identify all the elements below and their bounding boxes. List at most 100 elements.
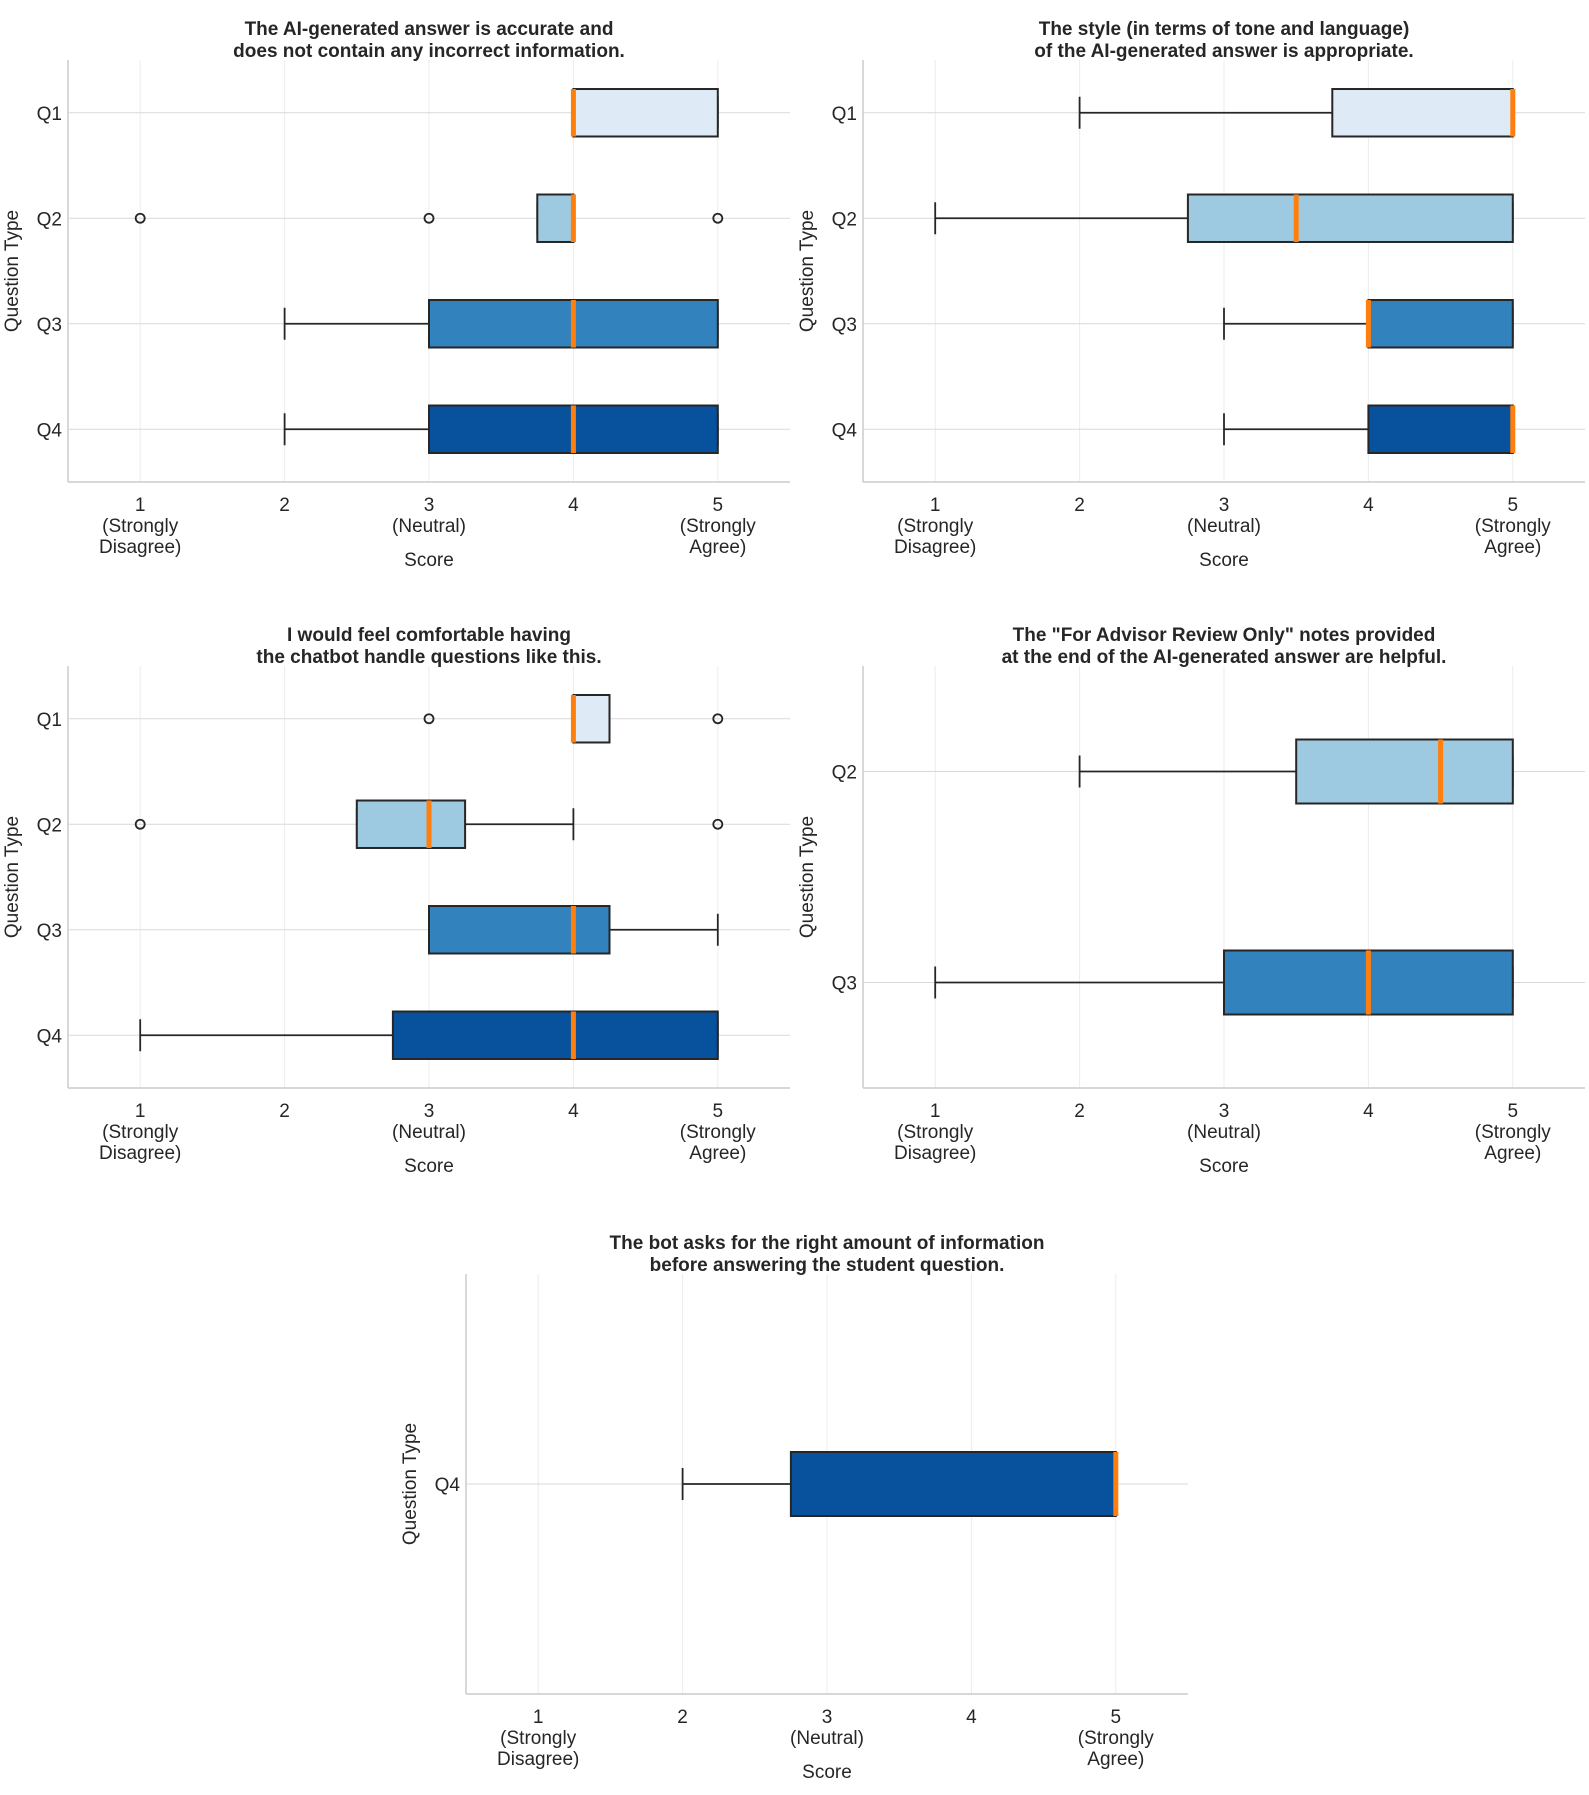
outlier-point: [134, 818, 146, 830]
box-body: [572, 694, 611, 744]
outlier-point: [712, 713, 724, 725]
x-tick-label-line: 2: [279, 1101, 290, 1122]
chart-panel-4: The "For Advisor Review Only" notes prov…: [797, 625, 1585, 1177]
chart-title-line: The AI-generated answer is accurate and: [245, 19, 614, 40]
x-tick-label-line: (Neutral): [392, 1122, 466, 1143]
x-tick-label: 4: [1363, 1101, 1374, 1122]
chart-panel-3: I would feel comfortable having the chatb…: [2, 625, 790, 1177]
x-tick-label-line: (Strongly: [897, 516, 974, 537]
y-tick-label: Q3: [37, 315, 62, 336]
x-tick-label-line: Agree): [689, 537, 746, 558]
x-tick-label-line: 4: [966, 1707, 977, 1728]
box-body: [1367, 404, 1514, 454]
x-tick-label-line: 2: [279, 495, 290, 516]
x-tick-label-line: Disagree): [894, 1143, 976, 1164]
y-tick-label: Q1: [37, 710, 62, 731]
x-tick-label: 4: [966, 1707, 977, 1728]
x-tick-label-line: 1: [930, 495, 941, 516]
x-tick-label-line: 4: [568, 495, 579, 516]
x-tick-label-line: 5: [1508, 495, 1519, 516]
x-tick-label-line: 1: [533, 1707, 544, 1728]
box-q3: [934, 949, 1514, 1016]
x-tick-label: 1 (Strongly Disagree): [99, 495, 181, 558]
y-tick-label: Q3: [832, 315, 857, 336]
chart-title-line: The style (in terms of tone and language…: [1039, 19, 1410, 40]
box-body: [1186, 193, 1514, 243]
box-body: [1331, 88, 1514, 138]
x-tick-label-line: Agree): [689, 1143, 746, 1164]
box-body: [1367, 299, 1514, 349]
box-body: [572, 88, 719, 138]
box-q1: [570, 88, 719, 138]
chart-title: The bot asks for the right amount of inf…: [610, 1233, 1045, 1276]
x-axis-label: Score: [404, 1156, 454, 1177]
x-tick-label: 3 (Neutral): [790, 1707, 864, 1749]
y-tick-label: Q2: [832, 209, 857, 230]
x-tick-label: 1 (Strongly Disagree): [99, 1101, 181, 1164]
chart-panel-5: The bot asks for the right amount of inf…: [400, 1233, 1188, 1783]
x-tick-label-line: 3: [1219, 1101, 1230, 1122]
y-axis-label: Question Type: [400, 1423, 421, 1545]
x-axis-label: Score: [404, 550, 454, 571]
x-tick-label-line: 3: [1219, 495, 1230, 516]
x-axis-label: Score: [1199, 550, 1249, 571]
x-tick-label-line: 5: [713, 1101, 724, 1122]
box-q2: [934, 193, 1514, 243]
y-tick-label: Q3: [832, 974, 857, 995]
x-tick-label-line: 1: [135, 495, 146, 516]
box-body: [789, 1451, 1117, 1517]
chart-title: The style (in terms of tone and language…: [1034, 19, 1413, 62]
outlier-point: [423, 713, 435, 725]
x-tick-label: 4: [568, 495, 579, 516]
x-tick-label: 1 (Strongly Disagree): [894, 1101, 976, 1164]
chart-title-line: at the end of the AI-generated answer ar…: [1002, 647, 1447, 668]
x-tick-label-line: (Strongly: [500, 1728, 577, 1749]
box-body: [428, 905, 611, 955]
x-tick-label-line: (Strongly: [102, 1122, 179, 1143]
x-tick-label-line: 4: [1363, 1101, 1374, 1122]
x-tick-label-line: (Strongly: [1475, 1122, 1552, 1143]
x-tick-label: 5 (Strongly Agree): [1475, 1101, 1552, 1164]
outlier-point: [712, 818, 724, 830]
x-tick-label: 2: [1074, 1101, 1085, 1122]
x-tick-label-line: 3: [424, 495, 435, 516]
box-q4: [283, 404, 719, 454]
x-tick-label: 2: [677, 1707, 688, 1728]
x-tick-label: 1 (Strongly Disagree): [894, 495, 976, 558]
box-q2: [1078, 738, 1514, 805]
box-q3: [1223, 299, 1514, 349]
x-tick-label: 2: [1074, 495, 1085, 516]
y-tick-label: Q2: [37, 815, 62, 836]
box-q1: [1078, 88, 1516, 138]
x-tick-label: 3 (Neutral): [1187, 495, 1261, 537]
chart-title-line: the chatbot handle questions like this.: [256, 647, 601, 668]
x-tick-label-line: (Neutral): [1187, 1122, 1261, 1143]
x-tick-label-line: (Neutral): [790, 1728, 864, 1749]
x-tick-label-line: 1: [135, 1101, 146, 1122]
chart-title-line: The "For Advisor Review Only" notes prov…: [1013, 625, 1436, 646]
x-tick-label-line: (Strongly: [897, 1122, 974, 1143]
x-tick-label: 3 (Neutral): [1187, 1101, 1261, 1143]
y-axis-label: Question Type: [2, 816, 23, 938]
outlier-point: [423, 212, 435, 224]
outlier-point: [134, 212, 146, 224]
x-tick-label-line: 4: [1363, 495, 1374, 516]
box-q4: [681, 1451, 1119, 1517]
x-tick-label-line: 2: [1074, 1101, 1085, 1122]
x-tick-label-line: (Strongly: [680, 1122, 757, 1143]
x-tick-label-line: (Neutral): [392, 516, 466, 537]
x-tick-label: 2: [279, 495, 290, 516]
y-axis-label: Question Type: [2, 210, 23, 332]
x-tick-label: 4: [1363, 495, 1374, 516]
box-body: [355, 799, 467, 849]
x-tick-label-line: 3: [424, 1101, 435, 1122]
y-tick-label: Q4: [37, 420, 63, 441]
x-axis-label: Score: [802, 1762, 852, 1783]
x-tick-label-line: Agree): [1087, 1749, 1144, 1770]
chart-title-line: does not contain any incorrect informati…: [233, 41, 625, 62]
x-tick-label: 5 (Strongly Agree): [680, 495, 757, 558]
x-tick-label-line: 4: [568, 1101, 579, 1122]
box-body: [391, 1010, 719, 1060]
